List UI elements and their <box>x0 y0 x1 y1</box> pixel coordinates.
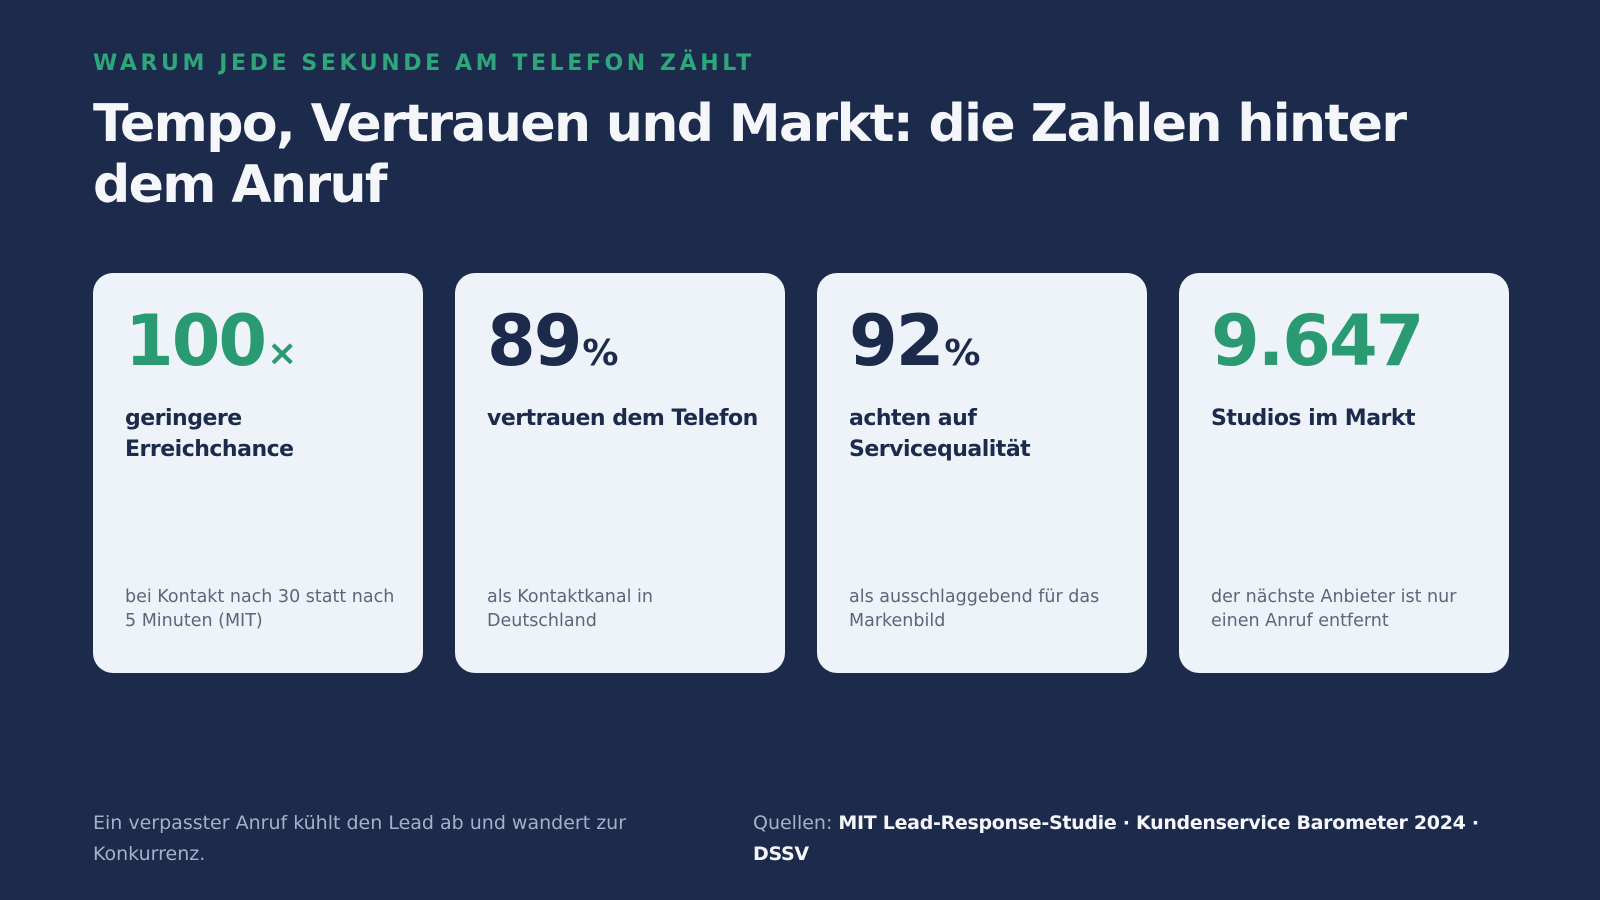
stat-note: als ausschlaggebend für das Markenbild <box>849 587 1100 631</box>
stat-label: geringere Erreichchance <box>125 406 294 462</box>
stat-label: vertrauen dem Telefon <box>487 406 758 431</box>
stat-note: als Kontaktkanal in Deutschland <box>487 587 653 631</box>
footer-message: Ein verpasster Anruf kühlt den Lead ab u… <box>93 812 627 865</box>
stat-note: bei Kontakt nach 30 statt nach 5 Minuten… <box>125 587 395 631</box>
stat-figure: 92% <box>849 306 981 376</box>
sources-label: Quellen: <box>753 812 839 834</box>
stat-note: der nächste Anbieter ist nur einen Anruf… <box>1211 587 1457 631</box>
eyebrow-heading: WARUM JEDE SEKUNDE AM TELEFON ZÄHLT <box>93 51 755 76</box>
stat-label: Studios im Markt <box>1211 406 1416 431</box>
stat-card-phone-trust: 89% vertrauen dem Telefon als Kontaktkan… <box>455 273 785 673</box>
stat-label: achten auf Servicequalität <box>849 406 1031 462</box>
stat-value: 9.647 <box>1211 300 1424 382</box>
stat-unit: × <box>267 333 298 374</box>
stat-card-service-quality: 92% achten auf Servicequalität als aussc… <box>817 273 1147 673</box>
stat-value: 92 <box>849 300 944 382</box>
stat-figure: 89% <box>487 306 619 376</box>
footer-sources: Quellen: MIT Lead-Response-Studie · Kund… <box>753 808 1513 870</box>
sources-list: MIT Lead-Response-Studie · Kundenservice… <box>753 812 1479 865</box>
page-title: Tempo, Vertrauen und Markt: die Zahlen h… <box>93 94 1407 215</box>
stat-value: 100 <box>125 300 267 382</box>
stat-cards: 100× geringere Erreichchance bei Kontakt… <box>93 273 1509 673</box>
stat-figure: 100× <box>125 306 297 376</box>
stat-value: 89 <box>487 300 582 382</box>
stat-card-market-studios: 9.647 Studios im Markt der nächste Anbie… <box>1179 273 1509 673</box>
stat-figure: 9.647 <box>1211 306 1424 376</box>
stat-card-reach: 100× geringere Erreichchance bei Kontakt… <box>93 273 423 673</box>
stat-unit: % <box>582 333 619 374</box>
stat-unit: % <box>944 333 981 374</box>
